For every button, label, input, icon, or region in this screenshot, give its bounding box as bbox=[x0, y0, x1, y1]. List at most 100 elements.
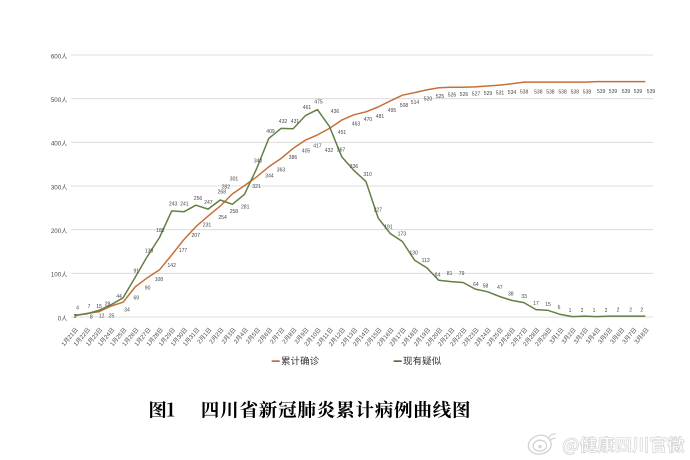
svg-text:14: 14 bbox=[359, 331, 368, 340]
svg-text:2: 2 bbox=[316, 341, 323, 348]
svg-text:336: 336 bbox=[350, 164, 359, 170]
svg-text:268: 268 bbox=[218, 190, 227, 196]
svg-text:1: 1 bbox=[158, 341, 165, 348]
svg-text:90: 90 bbox=[145, 286, 151, 292]
svg-text:15: 15 bbox=[371, 331, 380, 340]
svg-text:243: 243 bbox=[169, 202, 178, 208]
svg-text:23: 23 bbox=[91, 331, 100, 340]
svg-text:363: 363 bbox=[277, 167, 286, 173]
svg-text:2: 2 bbox=[462, 341, 469, 348]
svg-text:529: 529 bbox=[484, 91, 493, 97]
svg-text:6: 6 bbox=[558, 305, 561, 311]
svg-text:539: 539 bbox=[647, 89, 656, 95]
svg-text:1: 1 bbox=[593, 308, 596, 314]
svg-text:2: 2 bbox=[245, 338, 252, 345]
svg-text:500: 500 bbox=[51, 97, 62, 104]
svg-text:340: 340 bbox=[254, 159, 263, 165]
svg-text:538: 538 bbox=[571, 90, 580, 96]
svg-text:207: 207 bbox=[191, 233, 200, 239]
svg-text:409: 409 bbox=[266, 129, 275, 135]
svg-text:538: 538 bbox=[546, 90, 555, 96]
svg-text:113: 113 bbox=[422, 258, 430, 264]
svg-text:3: 3 bbox=[74, 314, 77, 320]
svg-text:4: 4 bbox=[591, 331, 598, 338]
svg-text:227: 227 bbox=[374, 208, 383, 214]
svg-text:26: 26 bbox=[504, 331, 513, 340]
svg-text:2: 2 bbox=[605, 308, 608, 314]
svg-text:44: 44 bbox=[116, 294, 122, 300]
svg-text:1: 1 bbox=[73, 341, 80, 348]
svg-text:22: 22 bbox=[79, 331, 88, 340]
svg-text:7: 7 bbox=[628, 331, 635, 338]
svg-text:2: 2 bbox=[401, 341, 408, 348]
svg-text:282: 282 bbox=[222, 185, 231, 191]
svg-text:2: 2 bbox=[197, 338, 204, 345]
svg-text:2: 2 bbox=[233, 338, 240, 345]
svg-text:21: 21 bbox=[67, 331, 76, 340]
svg-text:16: 16 bbox=[383, 331, 392, 340]
svg-text:386: 386 bbox=[289, 155, 298, 161]
svg-text:344: 344 bbox=[265, 173, 274, 179]
svg-text:2: 2 bbox=[425, 341, 432, 348]
svg-text:25: 25 bbox=[116, 331, 125, 340]
svg-text:2: 2 bbox=[474, 341, 481, 348]
svg-text:2: 2 bbox=[523, 341, 530, 348]
svg-text:2: 2 bbox=[328, 341, 335, 348]
svg-text:29: 29 bbox=[164, 331, 173, 340]
svg-text:27: 27 bbox=[140, 331, 149, 340]
svg-text:1: 1 bbox=[203, 331, 210, 338]
svg-text:38: 38 bbox=[508, 291, 514, 297]
svg-text:539: 539 bbox=[597, 89, 606, 95]
svg-text:69: 69 bbox=[133, 295, 139, 301]
svg-text:17: 17 bbox=[533, 301, 539, 307]
svg-text:3: 3 bbox=[579, 331, 586, 338]
svg-text:2: 2 bbox=[413, 341, 420, 348]
svg-text:100: 100 bbox=[51, 272, 62, 279]
svg-text:256: 256 bbox=[194, 196, 203, 202]
svg-text:34: 34 bbox=[124, 308, 130, 314]
svg-text:1: 1 bbox=[98, 341, 105, 348]
svg-text:310: 310 bbox=[363, 172, 372, 178]
svg-text:25: 25 bbox=[492, 331, 501, 340]
svg-text:21: 21 bbox=[444, 331, 453, 340]
svg-text:461: 461 bbox=[303, 105, 312, 111]
svg-text:6: 6 bbox=[264, 331, 271, 338]
svg-text:2: 2 bbox=[221, 338, 228, 345]
svg-text:3: 3 bbox=[227, 331, 234, 338]
svg-text:22: 22 bbox=[456, 331, 465, 340]
svg-text:495: 495 bbox=[388, 108, 397, 114]
svg-text:436: 436 bbox=[331, 109, 340, 115]
svg-text:200: 200 bbox=[51, 228, 62, 235]
svg-text:1: 1 bbox=[146, 341, 153, 348]
svg-text:11: 11 bbox=[322, 332, 331, 341]
svg-text:1: 1 bbox=[122, 341, 129, 348]
svg-text:241: 241 bbox=[180, 202, 189, 208]
svg-text:20: 20 bbox=[431, 331, 440, 340]
svg-text:526: 526 bbox=[448, 93, 457, 99]
svg-text:2: 2 bbox=[365, 341, 372, 348]
svg-text:2: 2 bbox=[270, 338, 277, 345]
svg-text:91: 91 bbox=[133, 269, 139, 275]
svg-text:1: 1 bbox=[555, 331, 562, 338]
svg-text:475: 475 bbox=[314, 100, 323, 106]
svg-text:142: 142 bbox=[167, 263, 176, 269]
svg-text:520: 520 bbox=[424, 97, 433, 103]
svg-text:405: 405 bbox=[302, 149, 311, 155]
svg-text:28: 28 bbox=[529, 331, 538, 340]
svg-text:539: 539 bbox=[609, 89, 618, 95]
svg-text:258: 258 bbox=[230, 209, 239, 215]
svg-text:81: 81 bbox=[447, 271, 453, 277]
svg-text:24: 24 bbox=[480, 331, 489, 340]
svg-text:17: 17 bbox=[395, 331, 404, 340]
svg-text:3: 3 bbox=[573, 338, 580, 345]
svg-text:525: 525 bbox=[436, 94, 445, 100]
svg-text:301: 301 bbox=[230, 177, 239, 183]
svg-text:28: 28 bbox=[152, 331, 161, 340]
svg-text:0: 0 bbox=[58, 315, 62, 322]
svg-text:2: 2 bbox=[282, 338, 289, 345]
svg-text:2: 2 bbox=[486, 341, 493, 348]
svg-text:84: 84 bbox=[435, 272, 441, 278]
svg-text:12: 12 bbox=[99, 313, 105, 319]
svg-text:2: 2 bbox=[498, 341, 505, 348]
svg-text:417: 417 bbox=[313, 144, 322, 150]
